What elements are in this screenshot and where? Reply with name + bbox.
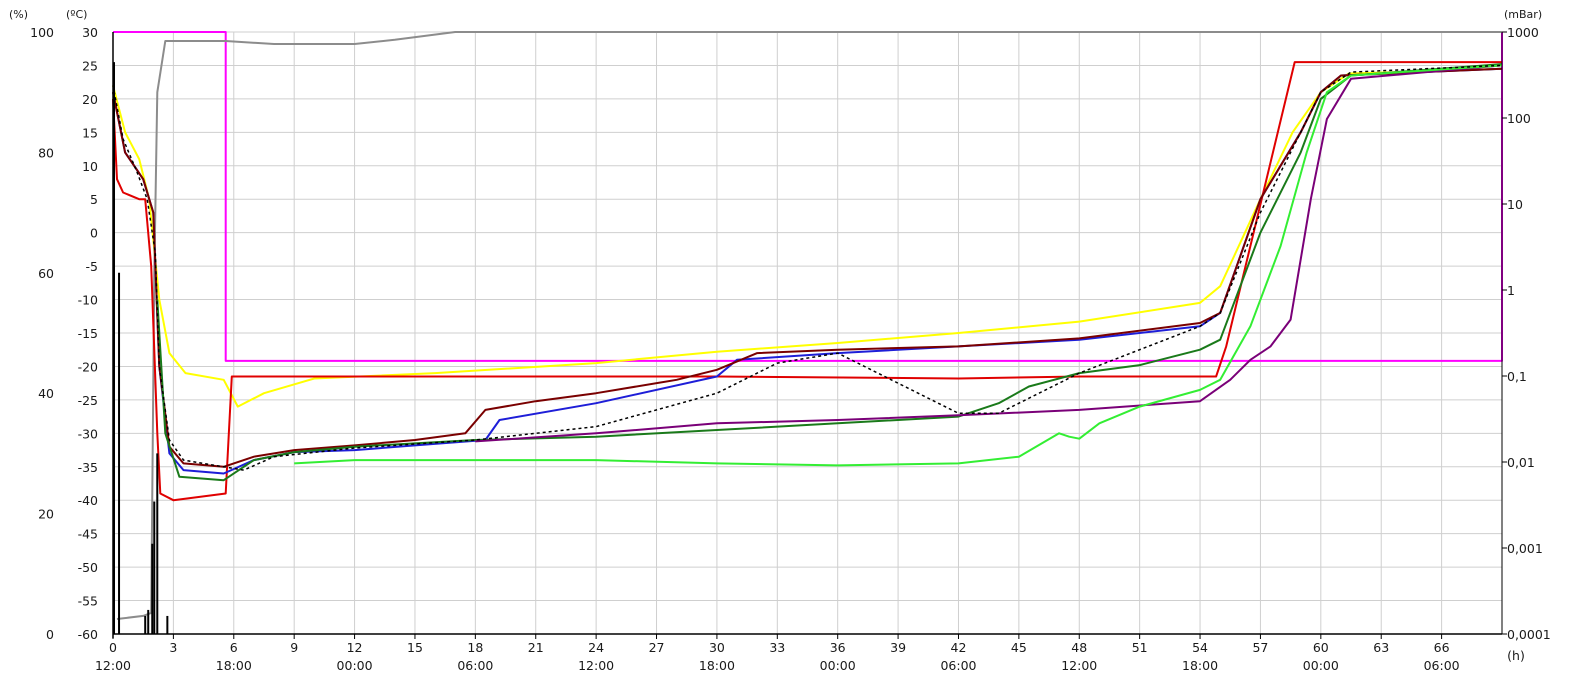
x-tick-label: 24 <box>588 640 604 655</box>
x-tick-label: 66 <box>1434 640 1450 655</box>
y-temperature-tick-label: 30 <box>82 25 98 40</box>
x-tick-label: 30 <box>709 640 725 655</box>
y-temperature-tick-label: 25 <box>82 58 98 73</box>
y-temperature-unit: (ºC) <box>66 8 87 21</box>
series-line-3 <box>112 61 1502 502</box>
x-tick-label: 48 <box>1071 640 1087 655</box>
x-tick-time-label: 18:00 <box>216 658 252 673</box>
x-tick-label: 18 <box>467 640 483 655</box>
x-axis-unit: (h) <box>1507 648 1525 663</box>
y-temperature-tick-label: -30 <box>78 426 98 441</box>
y-temperature-tick-label: 0 <box>90 226 98 241</box>
x-tick-label: 21 <box>528 640 544 655</box>
x-tick-label: 63 <box>1373 640 1389 655</box>
x-tick-label: 33 <box>769 640 785 655</box>
series-line-7 <box>475 64 1503 443</box>
y-pressure-tick-label: 1 <box>1507 283 1515 298</box>
x-tick-time-label: 12:00 <box>578 658 614 673</box>
x-tick-label: 45 <box>1011 640 1027 655</box>
x-tick-time-label: 12:00 <box>1061 658 1097 673</box>
y-percent-tick-label: 20 <box>38 507 54 522</box>
y-temperature-tick-label: -5 <box>86 259 98 274</box>
x-tick-label: 57 <box>1252 640 1268 655</box>
y-temperature-tick-label: -60 <box>78 627 98 642</box>
series-line-2 <box>112 67 1503 408</box>
x-tick-label: 60 <box>1313 640 1329 655</box>
y-percent-unit: (%) <box>9 8 28 21</box>
y-temperature-tick-label: 5 <box>90 192 98 207</box>
y-pressure-tick-label: 0,1 <box>1507 369 1527 384</box>
x-tick-time-label: 06:00 <box>457 658 493 673</box>
y-pressure-tick-label: 10 <box>1507 197 1523 212</box>
series-line-9 <box>112 64 1503 471</box>
y-percent-tick-label: 100 <box>30 25 54 40</box>
series-line-8 <box>294 64 1503 467</box>
x-tick-time-label: 18:00 <box>699 658 735 673</box>
x-tick-label: 6 <box>230 640 238 655</box>
y-pressure-unit: (mBar) <box>1504 8 1542 21</box>
y-pressure-tick-label: 0,01 <box>1507 455 1535 470</box>
x-tick-time-label: 06:00 <box>1424 658 1460 673</box>
series-line-1 <box>116 31 1502 620</box>
y-pressure-tick-label: 0,0001 <box>1507 627 1551 642</box>
y-temperature-tick-label: -20 <box>78 359 98 374</box>
y-temperature-tick-label: -50 <box>78 560 98 575</box>
y-temperature-tick-label: -10 <box>78 293 98 308</box>
x-tick-time-label: 12:00 <box>95 658 131 673</box>
y-temperature-tick-label: 15 <box>82 125 98 140</box>
y-pressure-tick-label: 1000 <box>1507 25 1539 40</box>
x-tick-time-label: 18:00 <box>1182 658 1218 673</box>
y-temperature-tick-label: 10 <box>82 159 98 174</box>
x-tick-label: 3 <box>169 640 177 655</box>
series-line-6 <box>156 63 1503 482</box>
y-temperature-tick-label: -35 <box>78 460 98 475</box>
x-tick-time-label: 00:00 <box>1303 658 1339 673</box>
y-pressure-tick-label: 0,001 <box>1507 541 1543 556</box>
x-tick-label: 36 <box>830 640 846 655</box>
x-tick-time-label: 00:00 <box>820 658 856 673</box>
x-tick-label: 42 <box>951 640 967 655</box>
chart-grid <box>112 31 1502 635</box>
y-temperature-tick-label: -25 <box>78 393 98 408</box>
y-temperature-tick-label: -55 <box>78 594 98 609</box>
x-tick-label: 9 <box>290 640 298 655</box>
x-tick-time-label: 06:00 <box>940 658 976 673</box>
x-tick-label: 0 <box>109 640 117 655</box>
x-tick-label: 39 <box>890 640 906 655</box>
x-tick-label: 51 <box>1132 640 1148 655</box>
y-percent-tick-label: 60 <box>38 266 54 281</box>
y-percent-tick-label: 0 <box>46 627 54 642</box>
x-tick-label: 27 <box>649 640 665 655</box>
y-percent-tick-label: 40 <box>38 386 54 401</box>
x-tick-label: 15 <box>407 640 423 655</box>
y-percent-tick-label: 80 <box>38 145 54 160</box>
y-temperature-tick-label: -45 <box>78 527 98 542</box>
x-tick-label: 12 <box>347 640 363 655</box>
series-line-5 <box>112 67 1503 468</box>
x-tick-label: 54 <box>1192 640 1208 655</box>
y-pressure-tick-label: 100 <box>1507 111 1531 126</box>
y-temperature-tick-label: -15 <box>78 326 98 341</box>
x-tick-time-label: 00:00 <box>337 658 373 673</box>
y-temperature-tick-label: 20 <box>82 92 98 107</box>
y-temperature-tick-label: -40 <box>78 493 98 508</box>
